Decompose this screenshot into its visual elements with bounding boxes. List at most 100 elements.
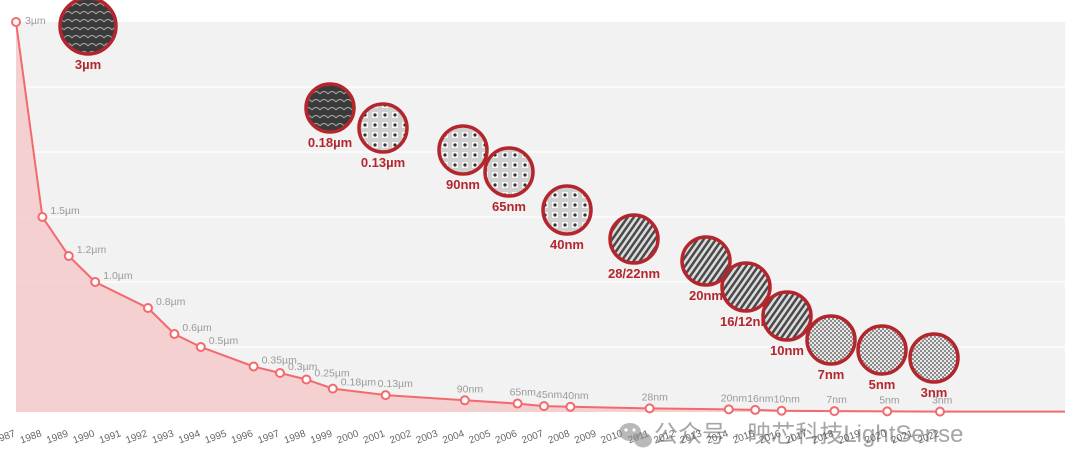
data-point	[882, 406, 893, 417]
watermark-text: 公众号 · 映芯科技LightSense	[654, 421, 963, 448]
process-node-bubble: 0.18µm	[304, 82, 356, 150]
process-node-bubble: 28/22nm	[608, 213, 660, 281]
node-label: 5nm	[869, 377, 896, 392]
process-node-bubble: 5nm	[856, 324, 908, 392]
data-point	[248, 361, 259, 372]
process-node-bubble: 90nm	[437, 124, 489, 192]
node-image	[541, 184, 593, 236]
data-point	[301, 374, 312, 385]
year-tick-label: 1990	[72, 428, 97, 446]
process-node-bubble: 7nm	[805, 314, 857, 382]
point-label: 7nm	[826, 394, 847, 406]
point-label: 45nm	[536, 389, 563, 401]
year-tick-label: 1993	[151, 428, 176, 446]
year-tick-label: 2006	[494, 428, 519, 446]
data-point	[327, 383, 338, 394]
data-point	[644, 403, 655, 414]
process-node-bubble: 20nm	[680, 235, 732, 303]
node-image	[680, 235, 732, 287]
process-node-bubble: 16/12nm	[720, 261, 772, 329]
point-label: 0.8µm	[156, 296, 186, 308]
point-label: 1.5µm	[50, 205, 80, 217]
point-label: 3nm	[932, 395, 953, 407]
data-point	[829, 406, 840, 417]
node-image	[304, 82, 356, 134]
point-label: 0.25µm	[314, 368, 349, 380]
node-label: 65nm	[492, 199, 526, 214]
year-tick-label: 1999	[309, 428, 334, 446]
year-tick-label: 1987	[0, 428, 17, 446]
node-image	[357, 102, 409, 154]
point-label: 0.5µm	[209, 335, 239, 347]
process-node-bubble: 65nm	[483, 146, 535, 214]
year-tick-label: 1997	[256, 428, 281, 446]
data-point	[565, 401, 576, 412]
data-point	[169, 329, 180, 339]
data-point	[723, 404, 734, 415]
point-label: 16nm	[747, 393, 774, 405]
data-point	[63, 251, 74, 261]
year-tick-label: 2003	[415, 428, 440, 446]
node-image	[437, 124, 489, 176]
data-point	[750, 404, 761, 415]
node-label: 90nm	[446, 177, 480, 192]
series-line	[15, 21, 1065, 413]
process-node-bubble: 40nm	[541, 184, 593, 252]
data-points	[11, 17, 945, 417]
year-tick-label: 2009	[573, 428, 598, 446]
year-tick-label: 2002	[388, 428, 413, 446]
data-point	[776, 405, 787, 416]
year-tick-label: 1995	[204, 428, 229, 446]
year-tick-label: 2007	[520, 428, 545, 446]
node-label: 28/22nm	[608, 266, 660, 281]
data-point	[143, 303, 153, 313]
point-label: 90nm	[457, 383, 484, 395]
year-tick-label: 2005	[468, 428, 493, 446]
point-label: 1.0µm	[103, 270, 133, 282]
year-tick-label: 2000	[336, 428, 361, 446]
node-image	[58, 0, 118, 56]
node-label: 7nm	[818, 367, 845, 382]
year-tick-label: 1994	[177, 428, 202, 446]
data-point	[935, 406, 945, 417]
point-label: 65nm	[510, 387, 537, 399]
data-point	[90, 277, 101, 287]
point-label: 40nm	[562, 390, 589, 402]
year-tick-label: 1991	[98, 428, 123, 446]
point-label: 20nm	[721, 392, 748, 404]
year-tick-label: 2001	[362, 428, 387, 446]
process-node-bubble: 0.13µm	[357, 102, 409, 170]
year-tick-label: 1989	[45, 428, 70, 446]
point-labels: 3µm1.5µm1.2µm1.0µm0.8µm0.6µm0.5µm0.35µm0…	[25, 15, 953, 407]
wechat-icon	[619, 423, 652, 448]
node-label: 0.13µm	[361, 155, 405, 170]
data-point	[11, 17, 21, 27]
node-label: 10nm	[770, 343, 804, 358]
point-label: 0.18µm	[341, 377, 376, 389]
node-image	[483, 146, 535, 198]
process-node-bubble: 10nm	[761, 290, 813, 358]
point-label: 1.2µm	[77, 244, 107, 256]
year-tick-label: 1996	[230, 428, 255, 446]
process-node-bubble: 3nm	[908, 332, 960, 400]
data-point	[380, 390, 391, 401]
year-tick-label: 2004	[441, 428, 466, 446]
node-label: 3µm	[75, 57, 101, 72]
node-image	[608, 213, 660, 265]
year-tick-label: 1988	[19, 428, 44, 446]
node-image	[761, 290, 813, 342]
point-label: 0.13µm	[378, 378, 413, 390]
point-label: 0.35µm	[262, 355, 297, 367]
data-point	[459, 395, 470, 406]
data-point	[37, 212, 48, 222]
node-label: 3nm	[921, 385, 948, 400]
process-node-images: 3µm0.18µm0.13µm90nm65nm40nm28/22nm20nm16…	[58, 0, 960, 400]
point-label: 10nm	[774, 394, 801, 406]
node-label: 20nm	[689, 288, 723, 303]
node-label: 40nm	[550, 237, 584, 252]
node-label: 16/12nm	[720, 314, 772, 329]
node-image	[720, 261, 772, 313]
node-image	[856, 324, 908, 376]
year-tick-label: 1992	[124, 428, 149, 446]
watermark: 公众号 · 映芯科技LightSense	[619, 421, 963, 448]
